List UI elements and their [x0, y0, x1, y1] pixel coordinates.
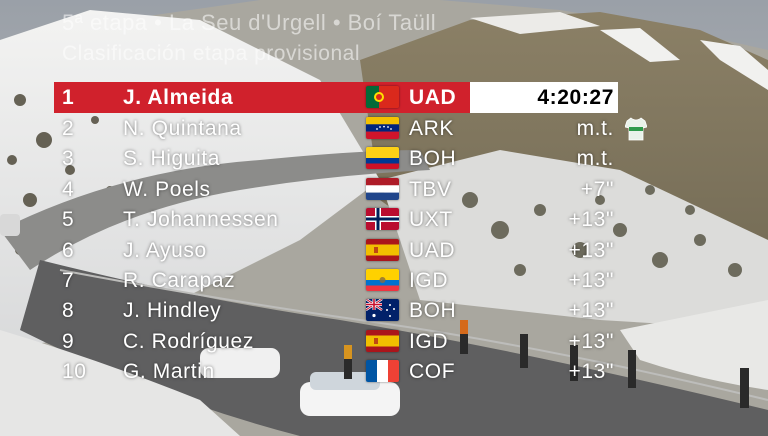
team-code: IGD — [409, 330, 449, 353]
team-code: BOH — [409, 147, 457, 170]
standings-row: 2 N. Quintana ARK m.t. — [54, 114, 618, 143]
rider-position: 2 — [62, 117, 75, 140]
rider-name: J. Hindley — [123, 299, 222, 322]
leader-time-box: 4:20:27 — [470, 82, 618, 113]
stage-subtitle: Clasificación etapa provisional — [62, 42, 360, 65]
team-code: BOH — [409, 299, 457, 322]
rider-name: R. Carapaz — [123, 269, 236, 292]
australia-flag — [366, 299, 399, 321]
rider-position: 3 — [62, 147, 75, 170]
venezuela-flag — [366, 117, 399, 139]
time-gap: +13" — [568, 208, 614, 231]
norway-flag — [366, 208, 399, 230]
netherlands-flag — [366, 178, 399, 200]
standings-row: 8 J. Hindley BOH +13" — [54, 296, 618, 325]
rider-name: S. Higuita — [123, 147, 221, 170]
rider-position: 8 — [62, 299, 75, 322]
time-gap: +13" — [568, 299, 614, 322]
team-code: COF — [409, 360, 456, 383]
time-gap: m.t. — [576, 117, 614, 140]
time-gap: +13" — [568, 269, 614, 292]
portugal-flag — [366, 86, 399, 108]
rider-position: 9 — [62, 330, 75, 353]
standings-row: 6 J. Ayuso UAD +13" — [54, 236, 618, 265]
stage-title: 5ª etapa • La Seu d'Urgell • Boí Taüll — [62, 10, 437, 35]
standings-row: 5 T. Johannessen UXT +13" — [54, 205, 618, 234]
time-gap: +7" — [580, 178, 614, 201]
time-gap: +13" — [568, 239, 614, 262]
team-code: IGD — [409, 269, 449, 292]
spain-flag — [366, 239, 399, 261]
standings-row: 10 G. Martin COF +13" — [54, 357, 618, 386]
time-gap: m.t. — [576, 147, 614, 170]
rider-name: T. Johannessen — [123, 208, 279, 231]
rider-name: J. Almeida — [123, 86, 234, 109]
rider-name: N. Quintana — [123, 117, 242, 140]
rider-position: 4 — [62, 178, 75, 201]
france-flag — [366, 360, 399, 382]
ecuador-flag — [366, 269, 399, 291]
team-code: UAD — [409, 239, 456, 262]
rider-name: C. Rodríguez — [123, 330, 254, 353]
team-code: UXT — [409, 208, 453, 231]
spain-flag — [366, 330, 399, 352]
points-jersey-icon — [625, 117, 647, 141]
leader-time: 4:20:27 — [537, 86, 614, 109]
team-code: ARK — [409, 117, 454, 140]
standings-row: 7 R. Carapaz IGD +13" — [54, 266, 618, 295]
team-code: UAD — [409, 86, 457, 109]
leader-row: 1 J. Almeida UAD — [54, 82, 470, 113]
colombia-flag — [366, 147, 399, 169]
rider-position: 5 — [62, 208, 75, 231]
rider-position: 7 — [62, 269, 75, 292]
rider-name: W. Poels — [123, 178, 211, 201]
rider-position: 10 — [62, 360, 87, 383]
standings-row: 9 C. Rodríguez IGD +13" — [54, 327, 618, 356]
rider-name: J. Ayuso — [123, 239, 207, 262]
rider-position: 6 — [62, 239, 75, 262]
time-gap: +13" — [568, 330, 614, 353]
team-code: TBV — [409, 178, 452, 201]
standings-row: 4 W. Poels TBV +7" — [54, 175, 618, 204]
time-gap: +13" — [568, 360, 614, 383]
rider-name: G. Martin — [123, 360, 215, 383]
rider-position: 1 — [62, 86, 75, 109]
standings-row: 3 S. Higuita BOH m.t. — [54, 144, 618, 173]
